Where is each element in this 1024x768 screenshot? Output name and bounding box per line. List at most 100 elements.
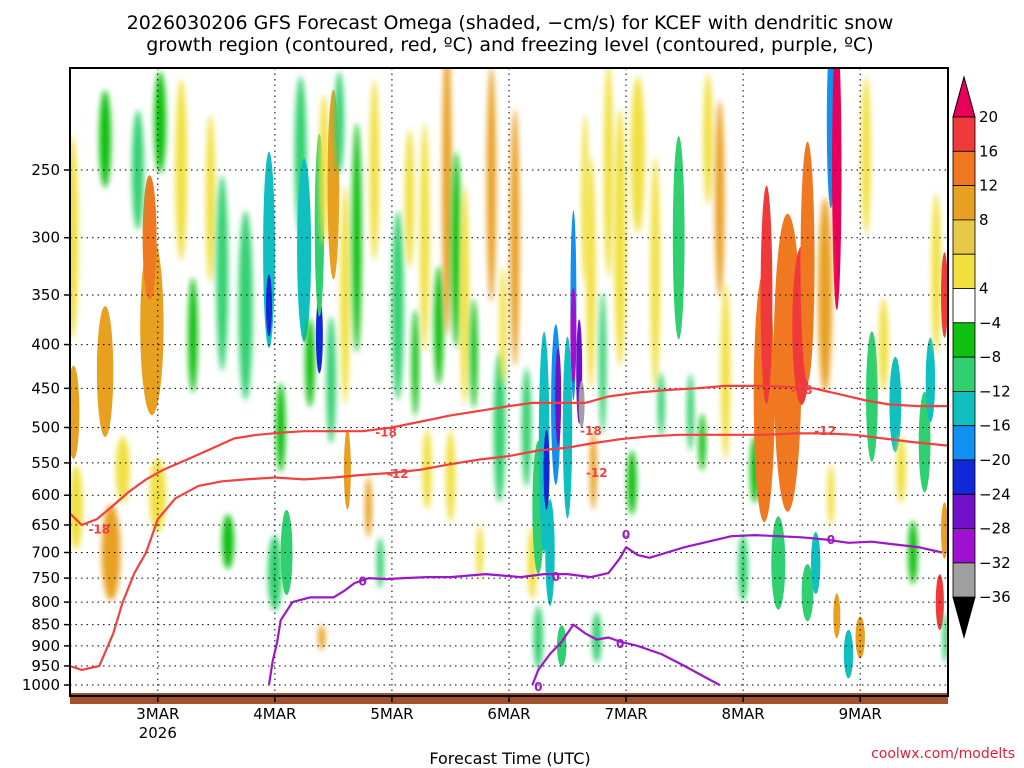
- chart-title-line-2: growth region (contoured, red, ºC) and f…: [146, 34, 873, 56]
- colorbar-label-8: −16: [979, 417, 1011, 435]
- colorbar-swatch-14: [952, 562, 976, 598]
- colorbar-swatch-5: [952, 253, 976, 289]
- omega-cell-77: [627, 450, 637, 515]
- omega-cell-10: [99, 90, 111, 188]
- contour-label-2-0: 0: [359, 575, 367, 589]
- omega-cell-33: [343, 429, 351, 510]
- x-tick-label-8MAR: 8MAR: [722, 705, 765, 723]
- omega-cell-15: [216, 175, 229, 371]
- colorbar-label-0: 20: [979, 108, 998, 126]
- omega-cell-38: [376, 537, 384, 589]
- y-tick-label-700: 700: [31, 544, 60, 562]
- y-tick-label-650: 650: [31, 516, 60, 534]
- omega-cell-44: [434, 266, 444, 385]
- omega-cell-53: [499, 266, 507, 385]
- colorbar-swatch-7: [952, 322, 976, 358]
- omega-cell-80: [657, 372, 665, 437]
- y-tick-label-850: 850: [31, 616, 60, 634]
- y-tick-label-600: 600: [31, 486, 60, 504]
- omega-cell-100: [827, 464, 835, 527]
- colorbar-top-arrow: [952, 75, 976, 118]
- omega-cell-58: [533, 605, 543, 670]
- y-tick-label-300: 300: [31, 229, 60, 247]
- omega-cell-26: [315, 297, 323, 374]
- omega-cell-12: [154, 71, 167, 174]
- omega-cell-101: [833, 593, 841, 639]
- omega-cell-21: [276, 382, 286, 473]
- omega-cell-74: [599, 291, 607, 435]
- omega-shading: [70, 68, 948, 679]
- contour-label-0-1: -18: [375, 426, 397, 440]
- omega-cell-81: [672, 136, 685, 340]
- omega-cell-36: [365, 477, 372, 538]
- colorbar-label-1: 16: [979, 142, 998, 160]
- colorbar-label-5: −4: [979, 314, 1001, 332]
- omega-cell-98: [832, 68, 842, 310]
- colorbar-label-4: 4: [979, 280, 989, 298]
- x-tick-label-5MAR: 5MAR: [370, 705, 413, 723]
- colorbar-label-7: −12: [979, 382, 1011, 400]
- omega-cell-105: [866, 331, 878, 462]
- omega-cell-67: [570, 287, 577, 384]
- colorbar-label-6: −8: [979, 348, 1001, 366]
- omega-cell-111: [925, 337, 936, 423]
- omega-cell-104: [861, 76, 871, 234]
- chart-title-line-1: 2026030206 GFS Forecast Omega (shaded, −…: [127, 12, 894, 34]
- colorbar-label-11: −28: [979, 520, 1011, 538]
- omega-cell-65: [562, 336, 573, 519]
- colorbar: 20 16 12 8 4 −4 −8 −12 −16 −20 −24 −28 −32 −36: [952, 75, 1011, 640]
- y-tick-label-800: 800: [31, 593, 60, 611]
- omega-cell-75: [603, 68, 614, 277]
- x-axis-label: Forecast Time (UTC): [429, 749, 590, 768]
- omega-cell-31: [334, 71, 344, 174]
- x-tick-label-7MAR: 7MAR: [604, 705, 647, 723]
- omega-cell-0: [70, 136, 79, 340]
- omega-cell-22: [280, 509, 293, 596]
- contour-label-0-2: -18: [791, 383, 813, 397]
- y-tick-label-250: 250: [31, 161, 60, 179]
- colorbar-label-3: 8: [979, 211, 989, 229]
- colorbar-swatch-1: [952, 116, 976, 152]
- y-tick-label-400: 400: [31, 336, 60, 354]
- colorbar-label-10: −24: [979, 485, 1011, 503]
- omega-cell-17: [238, 210, 253, 401]
- colorbar-label-9: −20: [979, 451, 1011, 469]
- x-tick-label-9MAR: 9MAR: [839, 705, 882, 723]
- colorbar-swatch-2: [952, 150, 976, 187]
- x-tick-sublabel-3MAR: 2026: [139, 724, 177, 742]
- omega-cell-106: [878, 297, 889, 392]
- omega-cell-40: [404, 129, 415, 269]
- omega-cell-50: [476, 525, 484, 580]
- omega-cell-86: [720, 283, 731, 460]
- omega-cell-51: [486, 68, 497, 303]
- omega-cell-79: [650, 156, 660, 390]
- x-tick-label-4MAR: 4MAR: [253, 705, 296, 723]
- omega-cell-85: [715, 100, 725, 298]
- omega-cell-47: [451, 151, 461, 348]
- colorbar-swatch-3: [952, 185, 976, 221]
- omega-cell-54: [510, 108, 520, 367]
- y-tick-label-350: 350: [31, 286, 60, 304]
- omega-cell-112: [931, 193, 941, 354]
- omega-cell-14: [205, 114, 216, 283]
- contour-label-2-2: 0: [622, 528, 630, 542]
- omega-cell-72: [589, 429, 597, 510]
- omega-cell-45: [442, 68, 452, 336]
- omega-cell-49: [470, 299, 478, 409]
- contour-label-3-1: 0: [534, 680, 542, 694]
- omega-cell-95: [801, 564, 814, 622]
- omega-cell-24: [297, 158, 312, 342]
- omega-cell-60: [543, 429, 550, 510]
- omega-cell-84: [703, 73, 713, 205]
- contour-label-0-0: -18: [88, 523, 110, 537]
- y-axis: 250 300 350 400 450 500 550 600 650 700 750 800 850 9…: [22, 161, 70, 694]
- omega-cell-63: [555, 347, 562, 446]
- omega-cell-87: [738, 534, 748, 602]
- omega-cell-5: [115, 436, 130, 503]
- omega-cell-34: [318, 624, 326, 651]
- omega-cell-19: [266, 274, 272, 337]
- omega-cell-16: [222, 514, 234, 570]
- omega-cell-37: [369, 79, 380, 261]
